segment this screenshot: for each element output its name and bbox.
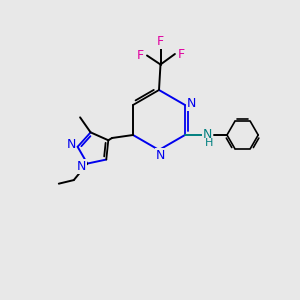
Text: N: N: [77, 160, 87, 173]
Text: N: N: [156, 149, 165, 162]
Text: F: F: [178, 47, 185, 61]
Text: H: H: [205, 138, 213, 148]
Text: F: F: [157, 35, 164, 48]
Text: N: N: [187, 97, 196, 110]
Text: N: N: [203, 128, 212, 141]
Text: F: F: [137, 49, 144, 62]
Text: N: N: [66, 138, 76, 151]
